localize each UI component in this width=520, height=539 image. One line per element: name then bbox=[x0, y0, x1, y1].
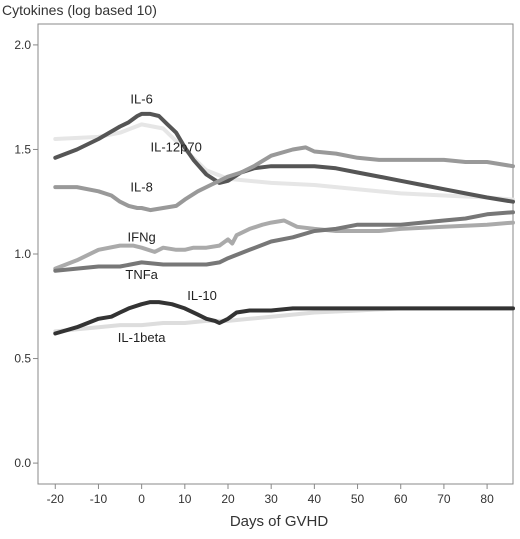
x-tick-label: 20 bbox=[221, 492, 235, 506]
y-tick-label: 1.0 bbox=[14, 247, 31, 261]
series-label-il-12p70: IL-12p70 bbox=[151, 140, 202, 155]
series-line-il-10 bbox=[53, 300, 515, 336]
x-tick-label: 10 bbox=[178, 492, 192, 506]
series-line-tnfa bbox=[53, 210, 515, 273]
x-tick-label: 60 bbox=[394, 492, 408, 506]
x-tick-label: 80 bbox=[480, 492, 494, 506]
y-tick-label: 0.0 bbox=[14, 456, 31, 470]
x-tick-label: 30 bbox=[265, 492, 279, 506]
y-tick-label: 1.5 bbox=[14, 142, 31, 156]
x-tick-label: 50 bbox=[351, 492, 365, 506]
series-label-il-1beta: IL-1beta bbox=[118, 330, 166, 345]
axes: 0.0 0.5 1.0 1.5 2.0 -20 -10 0 10 20 30 40 50 60 70 80 bbox=[14, 23, 514, 506]
series-labels: IL-12p70 IL-6 IL-8 IFNg TNFa IL-1beta IL-10 bbox=[118, 91, 217, 344]
series-label-il-8: IL-8 bbox=[130, 179, 152, 194]
x-tick-label: 0 bbox=[138, 492, 145, 506]
x-tick-label: -10 bbox=[90, 492, 108, 506]
series-label-tnfa: TNFa bbox=[125, 267, 158, 282]
series-label-il-6: IL-6 bbox=[130, 91, 152, 106]
series-label-ifng: IFNg bbox=[128, 229, 156, 244]
x-tick-label: 40 bbox=[308, 492, 322, 506]
y-tick-label: 0.5 bbox=[14, 352, 31, 366]
series-lines bbox=[53, 111, 515, 336]
x-tick-label: -20 bbox=[47, 492, 65, 506]
x-axis-title: Days of GVHD bbox=[230, 513, 329, 530]
x-tick-label: 70 bbox=[437, 492, 451, 506]
y-tick-label: 2.0 bbox=[14, 38, 31, 52]
series-label-il-10: IL-10 bbox=[187, 288, 217, 303]
y-axis-title: Cytokines (log based 10) bbox=[2, 2, 157, 18]
series-line-il-8 bbox=[53, 145, 515, 213]
series-line-il-6 bbox=[53, 111, 515, 204]
plot-frame bbox=[37, 23, 514, 485]
series-line-ifng bbox=[53, 218, 515, 271]
